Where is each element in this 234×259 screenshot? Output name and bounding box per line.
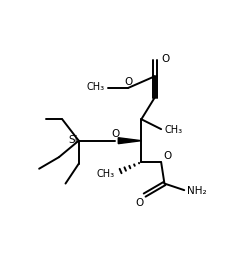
Text: O: O: [164, 151, 172, 161]
Text: NH₂: NH₂: [187, 186, 206, 196]
Text: O: O: [112, 129, 120, 139]
Text: CH₃: CH₃: [87, 82, 105, 92]
Text: O: O: [135, 198, 144, 207]
Polygon shape: [118, 138, 141, 144]
Text: CH₃: CH₃: [96, 169, 114, 179]
Text: CH₃: CH₃: [165, 125, 183, 135]
Text: O: O: [125, 77, 133, 87]
Text: O: O: [161, 54, 169, 64]
Text: Si: Si: [68, 135, 78, 145]
